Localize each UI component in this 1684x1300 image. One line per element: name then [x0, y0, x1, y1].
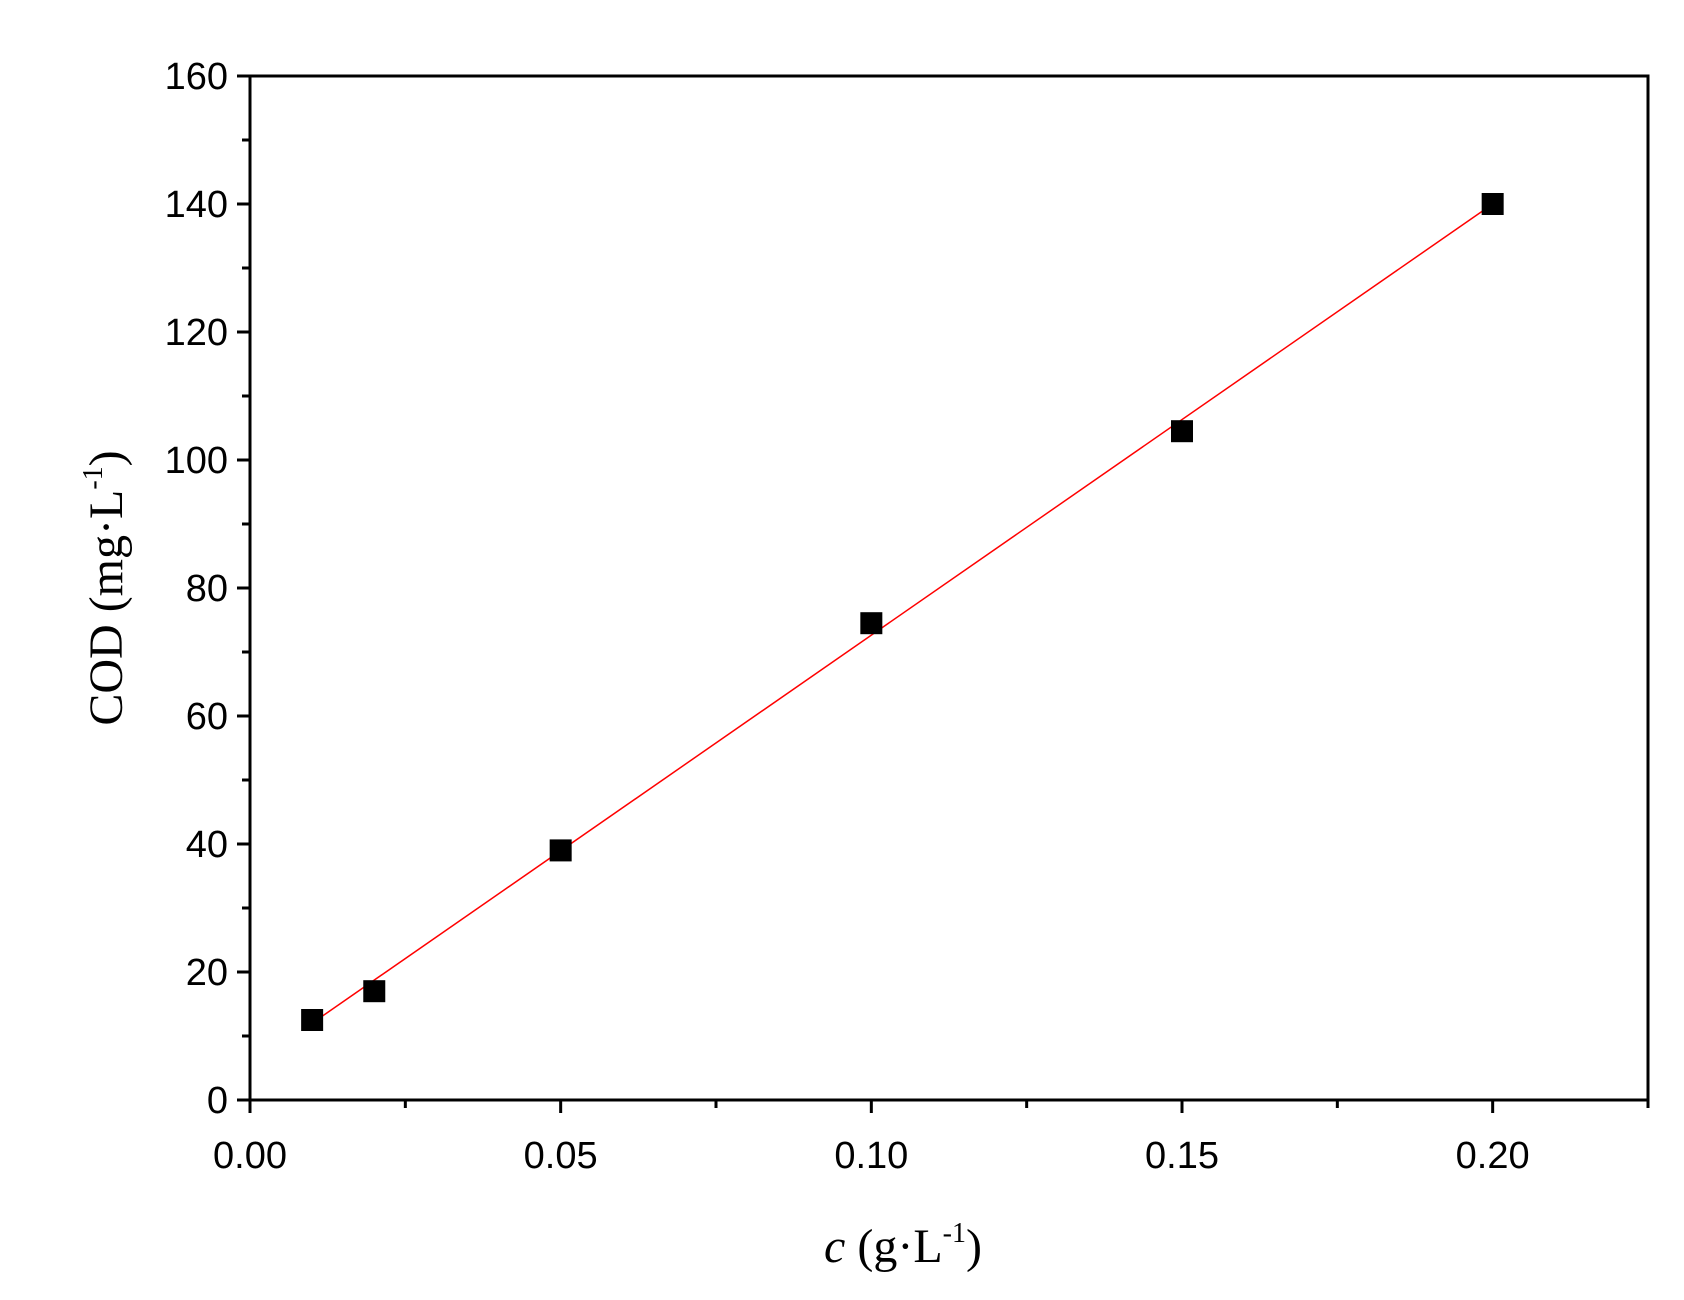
- x-tick-label: 0.10: [834, 1135, 908, 1177]
- y-tick-label: 60: [186, 696, 228, 738]
- data-point: [549, 839, 572, 862]
- y-axis-tick-labels: 0 20 40 60 80 100 120 140 160: [165, 56, 228, 1122]
- y-axis-title-close: ): [80, 450, 133, 466]
- x-axis-title-var: c: [824, 1220, 845, 1273]
- y-axis-title-unit: (mg·L: [80, 490, 133, 625]
- x-tick-label: 0.20: [1456, 1135, 1530, 1177]
- y-tick-label: 40: [186, 824, 228, 866]
- y-tick-label: 100: [165, 440, 228, 482]
- plot-series: [301, 193, 1504, 1031]
- data-point: [1171, 420, 1193, 443]
- y-tick-label: 120: [165, 312, 228, 354]
- data-point: [1481, 193, 1504, 215]
- y-axis-title: COD (mg·L-1): [78, 450, 133, 725]
- y-tick-label: 140: [165, 184, 228, 226]
- x-axis-ticks: [248, 1100, 1650, 1113]
- x-tick-label: 0.05: [524, 1135, 598, 1177]
- y-tick-label: 0: [207, 1080, 228, 1122]
- x-axis-title-unit: (g·L: [845, 1220, 942, 1273]
- y-tick-label: 20: [186, 952, 228, 994]
- x-axis-title: c (g·L-1): [824, 1218, 982, 1273]
- fit-line: [311, 203, 1494, 1024]
- x-tick-label: 0.15: [1145, 1135, 1219, 1177]
- y-tick-label: 80: [186, 568, 228, 610]
- x-axis-title-sup: -1: [943, 1218, 966, 1249]
- data-point: [860, 612, 883, 635]
- data-point: [301, 1009, 324, 1031]
- x-axis-title-close: ): [966, 1220, 982, 1273]
- y-axis-title-sup: -1: [78, 466, 109, 489]
- y-tick-label: 160: [165, 56, 228, 98]
- x-tick-label: 0.00: [213, 1135, 287, 1177]
- y-axis-title-var: COD: [80, 624, 133, 725]
- y-axis-ticks: [237, 74, 250, 1102]
- data-point: [363, 980, 386, 1003]
- x-axis-tick-labels: 0.00 0.05 0.10 0.15 0.20: [213, 1135, 1530, 1177]
- plot-frame: [248, 74, 1650, 1102]
